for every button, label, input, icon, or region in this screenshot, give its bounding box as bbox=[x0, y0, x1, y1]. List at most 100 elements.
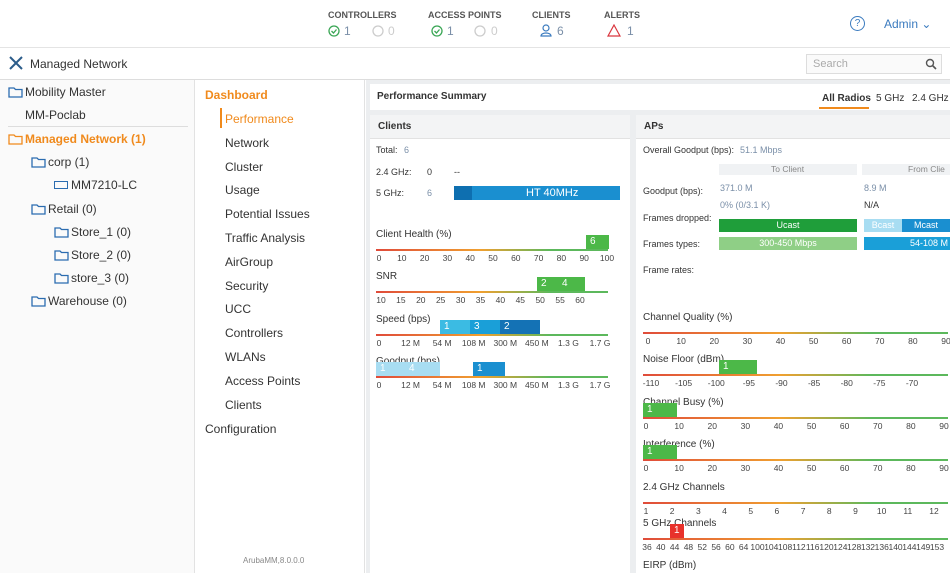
summary-title: Performance Summary bbox=[377, 91, 487, 102]
tick-label: 70 bbox=[873, 463, 883, 473]
folder-icon bbox=[31, 204, 46, 215]
chart-title: 5 GHz Channels bbox=[643, 518, 717, 529]
help[interactable]: ? bbox=[850, 16, 865, 31]
tick-label: 112 bbox=[792, 542, 806, 552]
menu-item[interactable]: Performance bbox=[225, 112, 294, 126]
topbar bbox=[0, 48, 950, 80]
tree-item[interactable]: corp (1) bbox=[48, 155, 90, 169]
menu-panel bbox=[195, 80, 365, 573]
menu-item[interactable]: Network bbox=[225, 135, 270, 150]
value: 0% (0/3.1 K) bbox=[720, 200, 771, 210]
value: 371.0 M bbox=[720, 183, 753, 193]
tick-label: 1 bbox=[643, 506, 649, 516]
tree-item[interactable]: Warehouse (0) bbox=[48, 294, 127, 308]
tick-label: 60 bbox=[725, 542, 735, 552]
device-icon bbox=[54, 181, 68, 189]
frame-bar: Ucast bbox=[719, 219, 857, 232]
tick-label: -70 bbox=[905, 378, 919, 388]
chart-title: EIRP (dBm) bbox=[643, 560, 697, 571]
bar-label: 4 bbox=[405, 362, 440, 376]
tree-item[interactable]: Managed Network (1) bbox=[25, 132, 146, 146]
tick-label: 12 bbox=[929, 506, 939, 516]
aps-panel bbox=[636, 115, 950, 573]
tree-item[interactable]: Mobility Master bbox=[25, 85, 106, 99]
tick-label: 60 bbox=[839, 421, 850, 431]
menu-item[interactable]: Clients bbox=[225, 397, 262, 412]
tick-label: 149 bbox=[916, 542, 931, 552]
tree-item[interactable]: Store_1 (0) bbox=[71, 225, 132, 239]
tick-label: 0 bbox=[643, 463, 649, 473]
user-menu[interactable]: Admin ⌄ bbox=[884, 17, 932, 31]
tick-label: 80 bbox=[908, 336, 918, 346]
down-icon bbox=[372, 25, 384, 37]
menu-footer[interactable]: Configuration bbox=[205, 422, 277, 436]
tree-item[interactable]: MM-Poclab bbox=[25, 108, 86, 122]
tree-item[interactable]: Store_2 (0) bbox=[71, 248, 132, 262]
tick-label: 100 bbox=[750, 542, 765, 552]
menu-active-indicator bbox=[220, 108, 222, 128]
topbar-title[interactable]: Managed Network bbox=[30, 57, 128, 71]
tick-label: 0 bbox=[376, 253, 382, 263]
tick-label: 50 bbox=[806, 463, 817, 473]
tick-label: 56 bbox=[711, 542, 721, 552]
tick-label: 60 bbox=[841, 336, 852, 346]
tick-label: 20 bbox=[707, 463, 717, 473]
tick-label: 104 bbox=[764, 542, 779, 552]
chart-title: Interference (%) bbox=[643, 439, 715, 450]
tick-label: 136 bbox=[874, 542, 889, 552]
panel-title: Clients bbox=[378, 121, 412, 132]
tick-label: 450 M bbox=[525, 380, 549, 390]
tab[interactable]: 5 GHz bbox=[876, 93, 905, 104]
tick-label: 90 bbox=[579, 253, 589, 263]
tick-label: 30 bbox=[740, 421, 751, 431]
value: 0 bbox=[427, 167, 433, 177]
menu-item[interactable]: Security bbox=[225, 278, 269, 293]
menu-item[interactable]: Cluster bbox=[225, 159, 264, 174]
tree-item[interactable]: store_3 (0) bbox=[71, 271, 130, 285]
tick-label: 3 bbox=[695, 506, 701, 516]
menu-item[interactable]: Potential Issues bbox=[225, 207, 310, 222]
bar-label: 1 bbox=[440, 320, 470, 334]
tick-label: 36 bbox=[642, 542, 652, 552]
menu-item[interactable]: Controllers bbox=[225, 326, 284, 341]
frame-bar: Bcast bbox=[864, 219, 902, 232]
tick-label: 90 bbox=[941, 336, 950, 346]
stat-label[interactable]: CLIENTS bbox=[532, 10, 571, 20]
tick-label: 54 M bbox=[432, 380, 452, 390]
tick-label: 1.7 G bbox=[589, 338, 611, 348]
tab-indicator bbox=[819, 107, 869, 109]
menu-item[interactable]: Usage bbox=[225, 183, 260, 198]
user-name[interactable]: Admin bbox=[884, 17, 919, 31]
tab[interactable]: 2.4 GHz bbox=[912, 93, 949, 104]
ok-icon bbox=[431, 25, 443, 37]
tick-label: 108 M bbox=[461, 380, 486, 390]
menu-item[interactable]: AirGroup bbox=[225, 254, 274, 269]
tick-label: 11 bbox=[903, 506, 913, 516]
stat-label[interactable]: ACCESS POINTS bbox=[428, 10, 502, 20]
tree-item[interactable]: MM7210-LC bbox=[71, 178, 138, 192]
chart-title: 2.4 GHz Channels bbox=[643, 482, 725, 493]
stat-count: 1 bbox=[627, 24, 634, 38]
menu-item[interactable]: WLANs bbox=[225, 350, 266, 364]
menu-item[interactable]: UCC bbox=[225, 302, 251, 317]
menu-item[interactable]: Traffic Analysis bbox=[225, 231, 306, 245]
tab[interactable]: All Radios bbox=[822, 93, 871, 104]
tick-label: 60 bbox=[839, 463, 850, 473]
close-icon[interactable] bbox=[9, 56, 23, 70]
stat-label[interactable]: CONTROLLERS bbox=[328, 10, 397, 20]
bar-label: 2 bbox=[537, 277, 558, 291]
folder-icon bbox=[31, 296, 46, 307]
search-box[interactable]: Search bbox=[806, 54, 942, 74]
chart-title: Channel Busy (%) bbox=[643, 397, 724, 408]
tick-label: 80 bbox=[906, 421, 916, 431]
menu-heading[interactable]: Dashboard bbox=[205, 88, 268, 102]
tick-label: 35 bbox=[475, 295, 486, 305]
bar-label: 2 bbox=[500, 320, 540, 334]
folder-icon bbox=[8, 87, 23, 98]
menu-item[interactable]: Access Points bbox=[225, 373, 301, 388]
tick-label: 10 bbox=[876, 506, 887, 516]
chart-title: Goodput (bps) bbox=[376, 356, 440, 367]
tree-item[interactable]: Retail (0) bbox=[48, 202, 97, 216]
stat-up: 1 bbox=[447, 24, 454, 38]
stat-label[interactable]: ALERTS bbox=[604, 10, 640, 20]
